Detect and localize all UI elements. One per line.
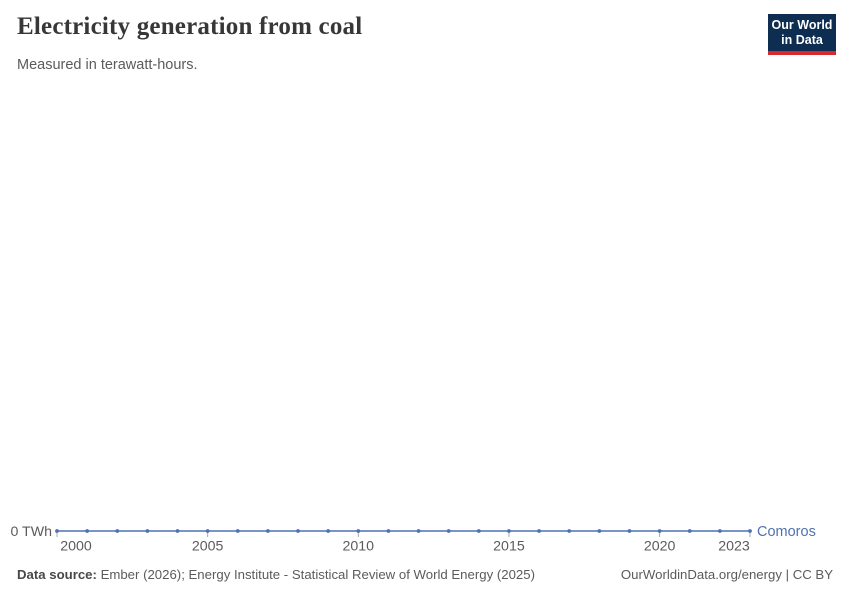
data-point-marker xyxy=(748,529,752,533)
data-point-marker xyxy=(205,529,210,533)
data-point-marker xyxy=(145,529,150,533)
data-point-marker xyxy=(476,529,481,533)
x-axis-tick-label: 2000 xyxy=(60,539,92,555)
data-source-text: Ember (2026); Energy Institute - Statist… xyxy=(100,567,535,582)
x-axis-tick-label: 2020 xyxy=(644,539,676,555)
data-point-marker xyxy=(416,529,421,533)
entity-label-comoros[interactable]: Comoros xyxy=(757,524,816,540)
x-axis-tick-label: 2005 xyxy=(192,539,224,555)
data-point-marker xyxy=(326,529,331,533)
data-point-marker xyxy=(235,529,240,533)
data-point-marker xyxy=(507,529,511,533)
x-axis-tick-label: 2010 xyxy=(343,539,375,555)
data-point-marker xyxy=(85,529,90,533)
owid-url-license-link[interactable]: OurWorldinData.org/energy | CC BY xyxy=(620,567,833,582)
owid-logo-line1: Our World xyxy=(771,18,833,32)
chart-subtitle: Measured in terawatt-hours. xyxy=(17,57,198,73)
data-point-marker xyxy=(296,529,300,533)
data-source-label: Data source: xyxy=(17,567,97,582)
y-axis-label: 0 TWh xyxy=(10,524,52,540)
data-point-marker xyxy=(717,529,722,533)
data-point-marker xyxy=(567,529,572,533)
chart-footer: Data source: Ember (2026); Energy Instit… xyxy=(17,567,833,582)
data-point-marker xyxy=(266,529,270,533)
x-axis-tick-label: 2015 xyxy=(493,539,525,555)
data-point-marker xyxy=(537,529,541,533)
chart-title: Electricity generation from coal xyxy=(17,13,363,40)
data-point-marker xyxy=(657,529,662,533)
data-point-marker xyxy=(446,529,451,533)
owid-logo-line2: in Data xyxy=(781,33,823,47)
data-point-marker xyxy=(597,529,602,533)
data-point-marker xyxy=(356,529,361,533)
data-point-marker xyxy=(627,529,632,533)
data-point-marker xyxy=(175,529,180,533)
data-point-marker xyxy=(687,529,692,533)
data-point-marker xyxy=(55,529,59,533)
x-axis-tick-label: 2023 xyxy=(718,539,750,555)
data-point-marker xyxy=(115,529,120,533)
data-point-marker xyxy=(386,529,391,533)
data-source-note: Data source: Ember (2026); Energy Instit… xyxy=(17,567,535,582)
owid-logo[interactable]: Our World in Data xyxy=(768,14,836,55)
